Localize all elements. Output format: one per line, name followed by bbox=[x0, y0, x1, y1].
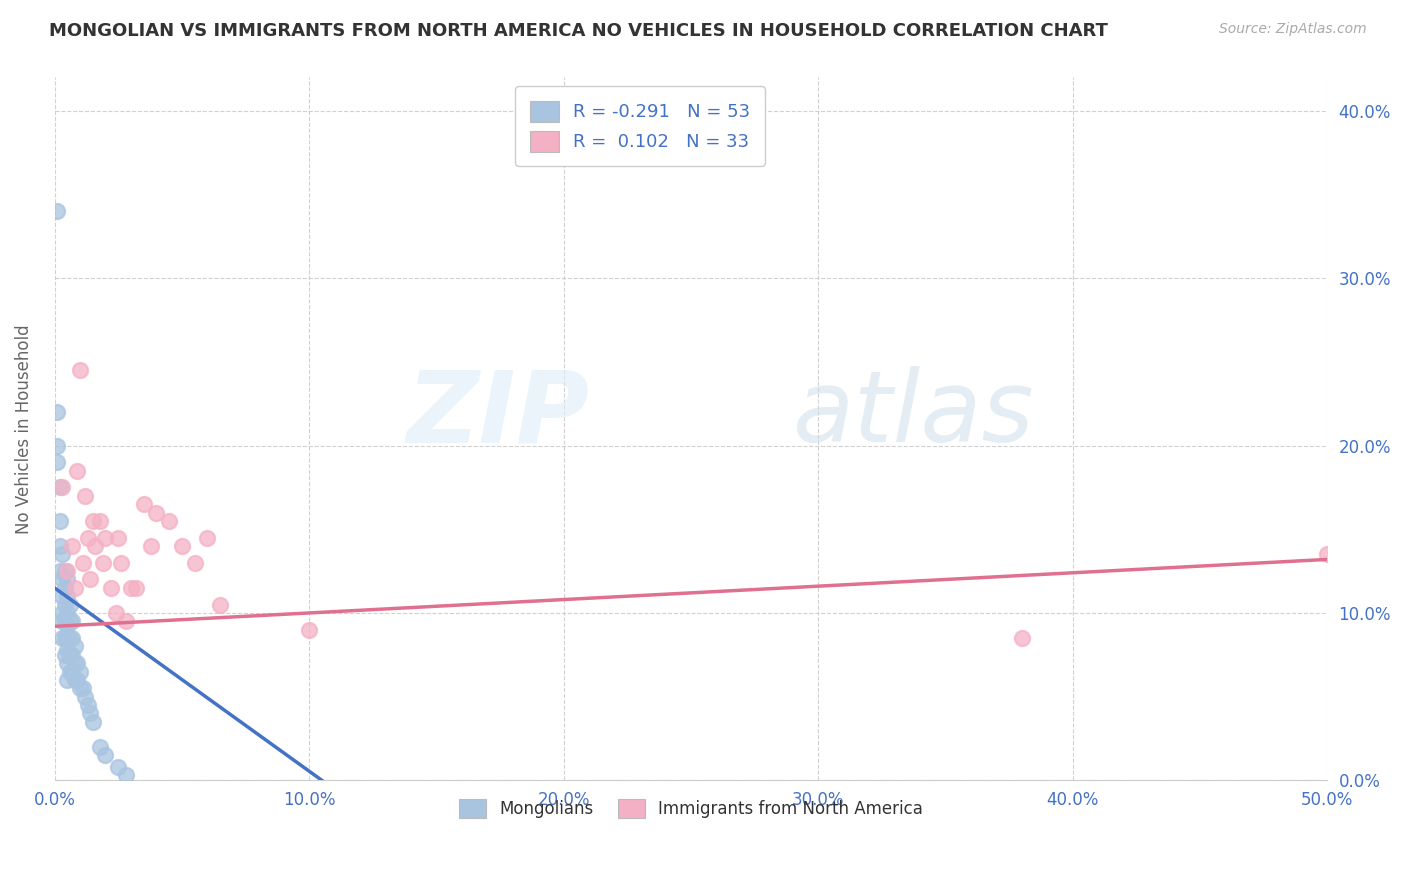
Point bbox=[79, 573, 101, 587]
Point bbox=[51, 631, 73, 645]
Point bbox=[60, 665, 83, 679]
Point bbox=[82, 714, 104, 729]
Point bbox=[51, 589, 73, 603]
Point bbox=[48, 539, 70, 553]
Point bbox=[56, 673, 79, 687]
Point bbox=[63, 673, 86, 687]
Point bbox=[46, 439, 69, 453]
Point bbox=[51, 548, 73, 562]
Point bbox=[66, 464, 89, 478]
Point bbox=[63, 640, 86, 654]
Point bbox=[51, 573, 73, 587]
Text: ZIP: ZIP bbox=[406, 367, 589, 463]
Point bbox=[46, 405, 69, 419]
Point bbox=[60, 539, 83, 553]
Point bbox=[48, 564, 70, 578]
Point bbox=[298, 623, 321, 637]
Text: atlas: atlas bbox=[793, 367, 1035, 463]
Point bbox=[69, 363, 91, 377]
Point bbox=[46, 455, 69, 469]
Point bbox=[120, 581, 142, 595]
Point bbox=[56, 573, 79, 587]
Point bbox=[59, 665, 82, 679]
Point bbox=[63, 581, 86, 595]
Point bbox=[69, 681, 91, 696]
Point bbox=[84, 539, 107, 553]
Point bbox=[89, 739, 111, 754]
Text: MONGOLIAN VS IMMIGRANTS FROM NORTH AMERICA NO VEHICLES IN HOUSEHOLD CORRELATION : MONGOLIAN VS IMMIGRANTS FROM NORTH AMERI… bbox=[49, 22, 1108, 40]
Point bbox=[56, 642, 79, 657]
Point bbox=[53, 598, 76, 612]
Point bbox=[100, 581, 122, 595]
Point bbox=[56, 619, 79, 633]
Point bbox=[51, 615, 73, 629]
Point bbox=[145, 506, 167, 520]
Point bbox=[59, 598, 82, 612]
Point bbox=[110, 556, 132, 570]
Point bbox=[60, 615, 83, 629]
Point bbox=[104, 606, 127, 620]
Point bbox=[75, 690, 97, 704]
Point bbox=[48, 514, 70, 528]
Point bbox=[59, 615, 82, 629]
Point bbox=[91, 556, 114, 570]
Point bbox=[157, 514, 180, 528]
Point bbox=[76, 698, 98, 712]
Point bbox=[107, 531, 129, 545]
Point bbox=[53, 581, 76, 595]
Point bbox=[69, 665, 91, 679]
Point bbox=[53, 631, 76, 645]
Point bbox=[72, 681, 94, 696]
Point bbox=[1316, 548, 1339, 562]
Point bbox=[46, 204, 69, 219]
Point bbox=[75, 489, 97, 503]
Point bbox=[89, 514, 111, 528]
Point bbox=[195, 531, 218, 545]
Point bbox=[79, 706, 101, 721]
Point bbox=[59, 631, 82, 645]
Point bbox=[114, 768, 136, 782]
Point bbox=[114, 615, 136, 629]
Point bbox=[94, 748, 117, 763]
Point bbox=[56, 656, 79, 670]
Point bbox=[66, 656, 89, 670]
Point bbox=[59, 648, 82, 662]
Point bbox=[107, 760, 129, 774]
Point bbox=[141, 539, 163, 553]
Point bbox=[94, 531, 117, 545]
Point bbox=[72, 556, 94, 570]
Point bbox=[48, 480, 70, 494]
Text: Source: ZipAtlas.com: Source: ZipAtlas.com bbox=[1219, 22, 1367, 37]
Point bbox=[56, 606, 79, 620]
Point bbox=[1011, 631, 1033, 645]
Point bbox=[125, 581, 148, 595]
Point bbox=[56, 589, 79, 603]
Point bbox=[183, 556, 205, 570]
Point bbox=[208, 598, 231, 612]
Point bbox=[132, 497, 155, 511]
Point bbox=[53, 615, 76, 629]
Point bbox=[51, 606, 73, 620]
Point bbox=[60, 648, 83, 662]
Point bbox=[82, 514, 104, 528]
Point bbox=[53, 564, 76, 578]
Point bbox=[76, 531, 98, 545]
Point bbox=[63, 656, 86, 670]
Legend: Mongolians, Immigrants from North America: Mongolians, Immigrants from North Americ… bbox=[453, 793, 929, 825]
Point bbox=[170, 539, 193, 553]
Point bbox=[56, 564, 79, 578]
Point bbox=[66, 673, 89, 687]
Y-axis label: No Vehicles in Household: No Vehicles in Household bbox=[15, 324, 32, 533]
Point bbox=[53, 648, 76, 662]
Point bbox=[60, 631, 83, 645]
Point bbox=[51, 480, 73, 494]
Point bbox=[56, 631, 79, 645]
